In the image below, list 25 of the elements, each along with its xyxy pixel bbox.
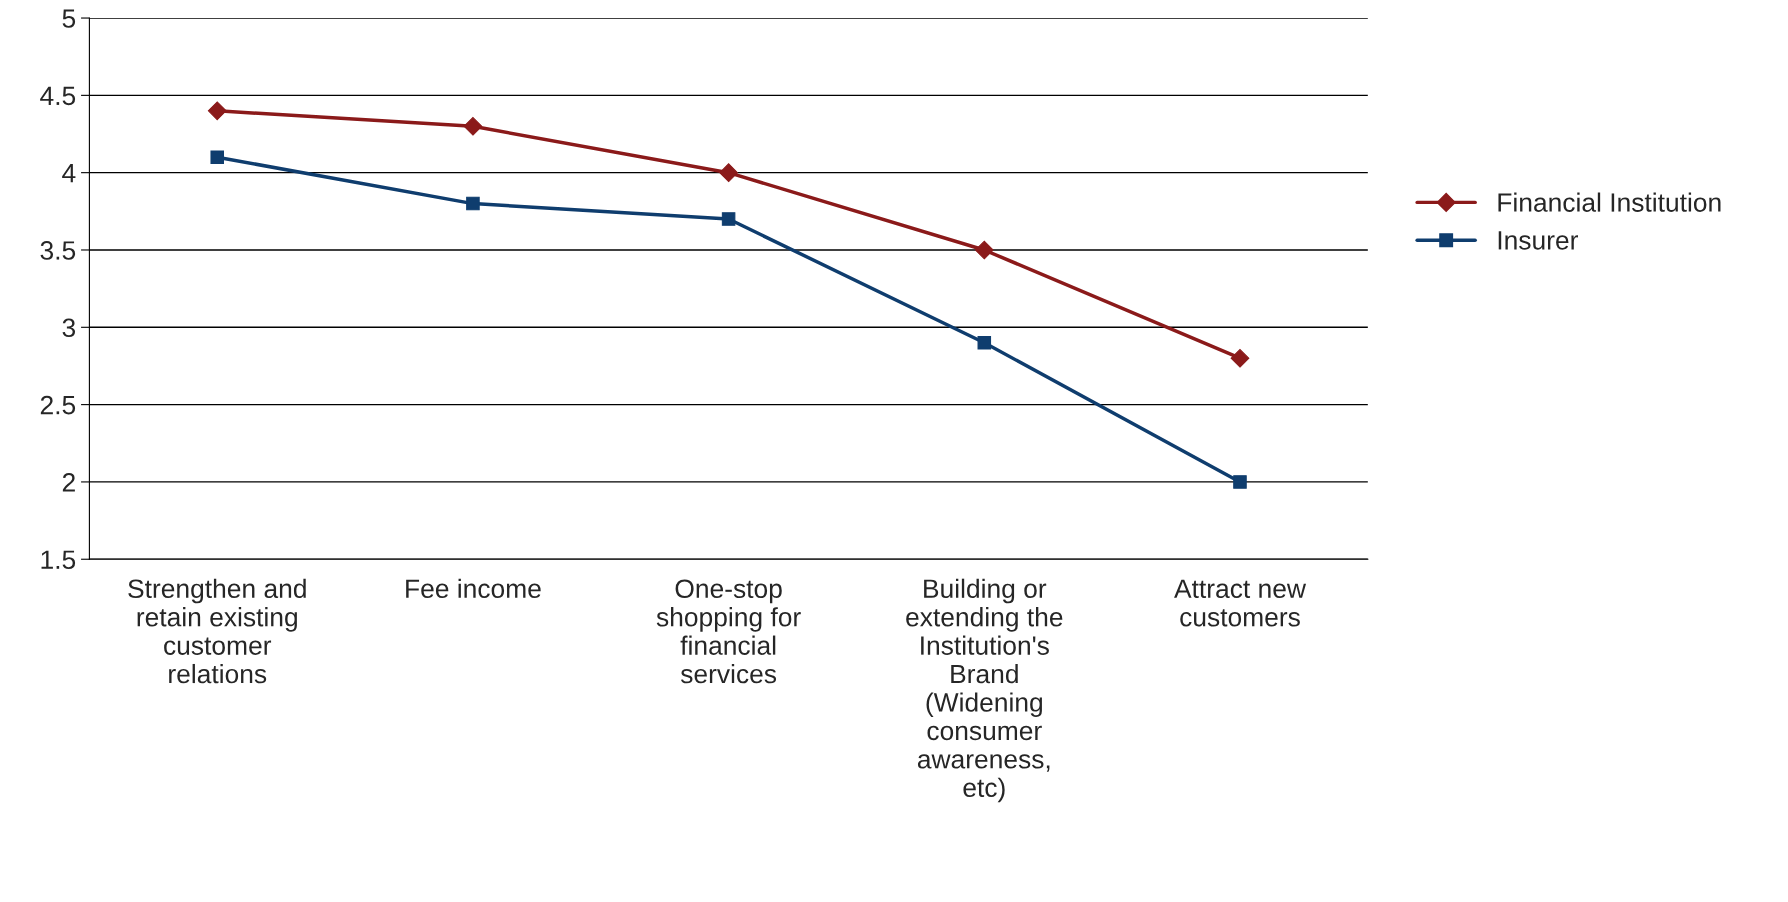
point	[1230, 348, 1250, 368]
point	[974, 240, 994, 260]
y-tick-label: 2.5	[40, 395, 76, 415]
point	[466, 196, 480, 211]
point	[977, 335, 992, 350]
y-tick-label: 3.5	[40, 241, 76, 260]
legend-label: Financial Institution	[1498, 192, 1721, 212]
x-tick-label: One-stop shopping for financial services	[656, 579, 801, 684]
x-tick-label: Building or extending the Institution's Brand (Widening consumer awareness, etc)	[906, 578, 1063, 803]
x-tick-label: Strengthen and retain existing customer relations	[128, 578, 306, 684]
y-tick-label: 1.5	[41, 550, 76, 570]
point	[207, 101, 227, 121]
x-tick-label: Attract new customers	[1174, 579, 1307, 627]
y-tick-label: 3	[62, 318, 76, 338]
y-tick-label: 2	[62, 473, 75, 492]
y-tick-label: 4	[62, 164, 76, 183]
y-tick-label: 5	[62, 9, 76, 28]
y-tick-label: 4.5	[40, 86, 76, 106]
legend-label: Insurer	[1498, 231, 1578, 250]
point	[721, 212, 736, 226]
point	[463, 116, 483, 136]
point	[1233, 475, 1247, 489]
point	[210, 150, 225, 164]
point	[719, 163, 738, 183]
x-tick-label: Fee income	[406, 578, 541, 599]
